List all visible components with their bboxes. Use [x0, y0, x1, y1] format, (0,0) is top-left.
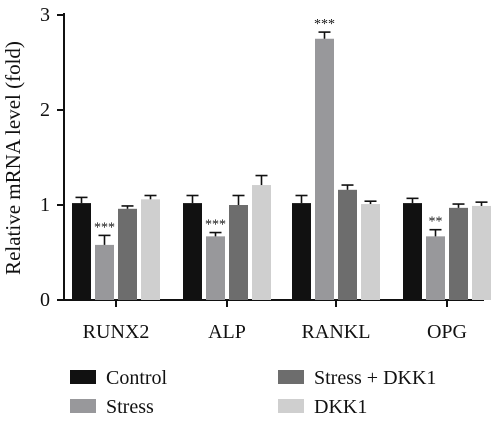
- bar-runx2-dkk1: [141, 199, 160, 300]
- legend-swatch: [278, 370, 304, 384]
- plot-area: 0 1 2 3 *** RUNX2 *** ALP *** RANKL ** OPG: [40, 4, 491, 343]
- bar-opg-dkk1: [472, 205, 491, 300]
- y-tick-label: 2: [40, 99, 50, 121]
- x-tick-label: RUNX2: [83, 321, 150, 343]
- x-tick-label: RANKL: [302, 321, 371, 343]
- legend-swatch: [70, 399, 96, 413]
- bar-alp-dkk1: [252, 185, 271, 300]
- bar-rankl-stress: [315, 38, 334, 300]
- y-axis-label: Relative mRNA level (fold): [1, 41, 25, 275]
- legend: Control Stress Stress + DKK1 DKK1: [70, 367, 436, 418]
- bar-opg-stress-dkk1: [449, 207, 468, 300]
- legend-label: Control: [106, 367, 168, 389]
- x-tick-label: OPG: [427, 321, 467, 343]
- bar-opg-stress: [426, 236, 445, 300]
- legend-swatch: [70, 370, 96, 384]
- bar-alp-stress-dkk1: [229, 205, 248, 300]
- legend-label: Stress: [106, 396, 154, 418]
- significance-label: **: [429, 215, 443, 230]
- y-tick-label: 3: [40, 4, 50, 26]
- legend-swatch: [278, 399, 304, 413]
- legend-label: DKK1: [314, 396, 367, 418]
- y-tick-label: 1: [40, 194, 50, 216]
- bar-runx2-stress: [95, 244, 114, 300]
- x-tick-label: ALP: [208, 321, 246, 343]
- significance-label: ***: [205, 218, 226, 233]
- bar-rankl-dkk1: [361, 204, 380, 300]
- bar-alp-control: [183, 203, 202, 300]
- bar-runx2-control: [72, 203, 91, 300]
- bar-rankl-stress-dkk1: [338, 189, 357, 300]
- bar-runx2-stress-dkk1: [118, 208, 137, 300]
- legend-label: Stress + DKK1: [314, 367, 436, 389]
- y-tick-label: 0: [40, 289, 50, 311]
- significance-label: ***: [94, 220, 115, 235]
- bar-opg-control: [403, 203, 422, 300]
- significance-label: ***: [314, 17, 335, 32]
- bar-alp-stress: [206, 236, 225, 300]
- bar-rankl-control: [292, 203, 311, 300]
